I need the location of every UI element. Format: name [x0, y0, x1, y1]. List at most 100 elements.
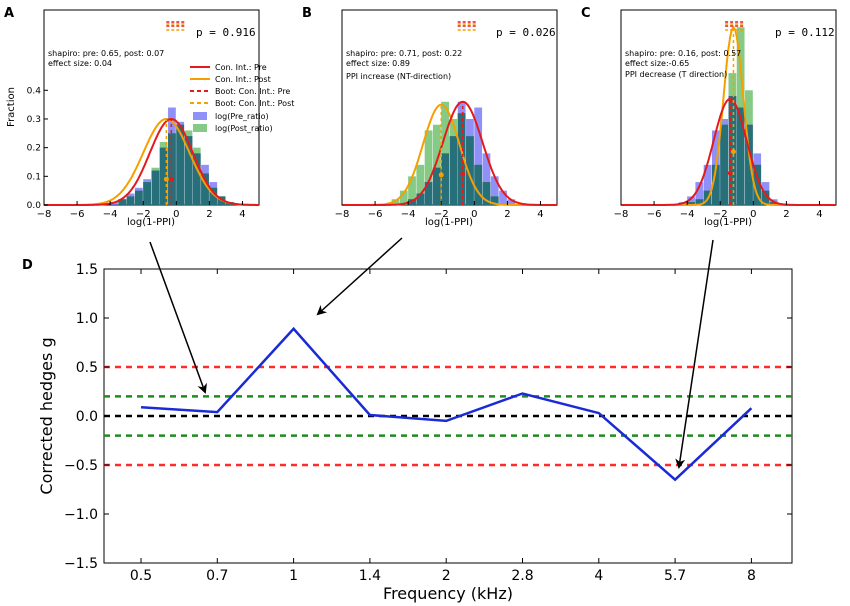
- panel-c-shapiro: shapiro: pre: 0.16, post: 0.57: [625, 49, 741, 58]
- ci-mean-dot: [168, 176, 174, 182]
- overlap-bar: [695, 199, 704, 205]
- x-tick-label: −6: [368, 209, 383, 220]
- x-tick-label: 1.4: [359, 568, 381, 584]
- link-arrows: [149, 237, 714, 469]
- ci-mean-dot: [163, 176, 169, 182]
- panel-d-yticks: 1.5 1.0 0.5 0.0 −0.5 −1.0 −1.5: [64, 262, 792, 572]
- panel-c-histogram: −8 −6 −4 −2 0 2 4 p = 0.112 shapiro: pre: 0.16…: [614, 9, 837, 228]
- post-bar: [391, 199, 400, 205]
- panel-b-shapiro: shapiro: pre: 0.71, post: 0.22: [346, 49, 462, 58]
- panel-c-annotation: PPI decrease (T direction): [625, 70, 727, 79]
- x-tick-label: −2: [713, 209, 728, 220]
- overlap-bar: [449, 136, 458, 205]
- overlap-bar: [126, 196, 135, 205]
- arrow-a-to-0-7khz: [149, 241, 207, 394]
- overlap-bar: [736, 107, 745, 205]
- x-tick-label: 2: [783, 209, 789, 220]
- post-bar: [399, 190, 408, 205]
- panel-a-ylabel: Fraction: [6, 87, 17, 127]
- legend-ci-post: Con. Int.: Post: [215, 75, 271, 84]
- overlap-bar: [474, 164, 483, 205]
- overlap-bar: [159, 147, 168, 205]
- y-tick-label: 1.0: [76, 311, 98, 327]
- x-tick-label: −4: [680, 209, 695, 220]
- x-tick-label: −2: [434, 209, 449, 220]
- panel-label-b: B: [302, 6, 312, 21]
- overlap-bar: [441, 153, 449, 205]
- x-tick-label: −4: [401, 209, 416, 220]
- pre-bar: [507, 199, 516, 205]
- panel-b-ticks: −8 −6 −4 −2 0 2 4: [335, 201, 544, 220]
- x-tick-label: −8: [335, 209, 350, 220]
- overlap-bar: [711, 164, 720, 205]
- overlap-bar: [687, 202, 695, 205]
- overlap-bar: [490, 196, 499, 205]
- overlap-bar: [151, 170, 160, 205]
- x-tick-label: −6: [647, 209, 662, 220]
- y-tick-label: 0.4: [27, 86, 42, 96]
- panel-label-d: D: [22, 258, 33, 273]
- post-bar: [416, 164, 425, 205]
- overlap-bar: [753, 164, 762, 205]
- overlap-bar: [482, 182, 491, 205]
- y-tick-label: 0.3: [27, 115, 41, 125]
- legend-boot-post: Boot: Con. Int.: Post: [215, 99, 294, 108]
- x-tick-label: 8: [747, 568, 756, 584]
- pre-bar: [695, 182, 704, 205]
- pre-bar: [490, 176, 499, 205]
- arrow-c-to-5-7khz: [675, 239, 714, 469]
- panel-c-ci-lines: [725, 21, 746, 205]
- panel-a-shapiro: shapiro: pre: 0.65, post: 0.07: [48, 49, 164, 58]
- y-tick-label: 0.0: [76, 409, 98, 425]
- overlap-bar: [457, 113, 466, 205]
- panel-b-pvalue: p = 0.026: [496, 26, 556, 39]
- overlap-bar: [416, 193, 425, 205]
- legend-pre-ratio: log(Pre_ratio): [215, 112, 269, 121]
- y-tick-label: −1.5: [64, 556, 98, 572]
- x-tick-label: 0.7: [206, 568, 228, 584]
- panel-d-threshold-lines: [104, 365, 792, 467]
- overlap-bar: [176, 124, 185, 205]
- panel-a-pre-curve: [44, 117, 259, 206]
- panel-a-ci-lines: [163, 21, 187, 205]
- ci-mean-dot: [730, 149, 736, 155]
- panel-a-xlabel: log(1-PPI): [127, 217, 175, 228]
- pre-bar: [687, 196, 695, 205]
- panel-a-overlap-bars: [118, 124, 234, 205]
- overlap-bar: [432, 167, 441, 205]
- overlap-bar: [424, 182, 433, 205]
- legend-post-ratio: log(Post_ratio): [215, 124, 273, 133]
- pre-bar: [474, 107, 483, 205]
- overlap-bar: [201, 173, 209, 205]
- y-tick-label: 0.1: [27, 172, 41, 182]
- overlap-bar: [769, 202, 778, 205]
- panel-d-xticks: 0.5 0.7 1 1.4 2 2.8 4 5.7 8: [130, 269, 756, 584]
- post-bar: [432, 124, 441, 205]
- overlap-bar: [118, 199, 127, 205]
- x-tick-label: 4: [816, 209, 822, 220]
- panel-c-ticks: −8 −6 −4 −2 0 2 4: [614, 201, 823, 220]
- ci-mean-dot: [460, 171, 466, 177]
- panel-b-effect: effect size: 0.89: [346, 59, 410, 68]
- x-tick-label: 0: [750, 209, 756, 220]
- overlap-bar: [761, 190, 770, 205]
- legend-ci-pre: Con. Int.: Pre: [215, 63, 267, 72]
- overlap-bar: [720, 124, 728, 205]
- panel-d-hedges-series: [140, 326, 753, 482]
- panel-b-xlabel: log(1-PPI): [425, 217, 473, 228]
- arrow-b-to-1khz: [316, 237, 403, 316]
- x-tick-label: 2: [206, 209, 212, 220]
- overlap-bar: [209, 187, 218, 205]
- panel-label-a: A: [4, 6, 14, 21]
- panel-c-effect: effect size:-0.65: [625, 59, 689, 68]
- panel-a-ticks: −8 −6 −4 −2 0 2 4 0.0 0.1 0.2 0.3 0.4: [27, 86, 246, 220]
- x-tick-label: 1: [289, 568, 298, 584]
- overlap-bar: [745, 124, 753, 205]
- panel-b-histogram: −8 −6 −4 −2 0 2 4 p = 0.026 shapiro: pre: 0.71…: [335, 9, 558, 228]
- panel-b-annotation: PPI increase (NT-direction): [346, 72, 451, 81]
- overlap-bar: [168, 133, 176, 205]
- ci-mean-dot: [438, 172, 444, 178]
- panel-a-pvalue: p = 0.916: [196, 26, 256, 39]
- panel-d-data-points: [140, 328, 752, 480]
- panel-b-pre-curve: [342, 100, 557, 206]
